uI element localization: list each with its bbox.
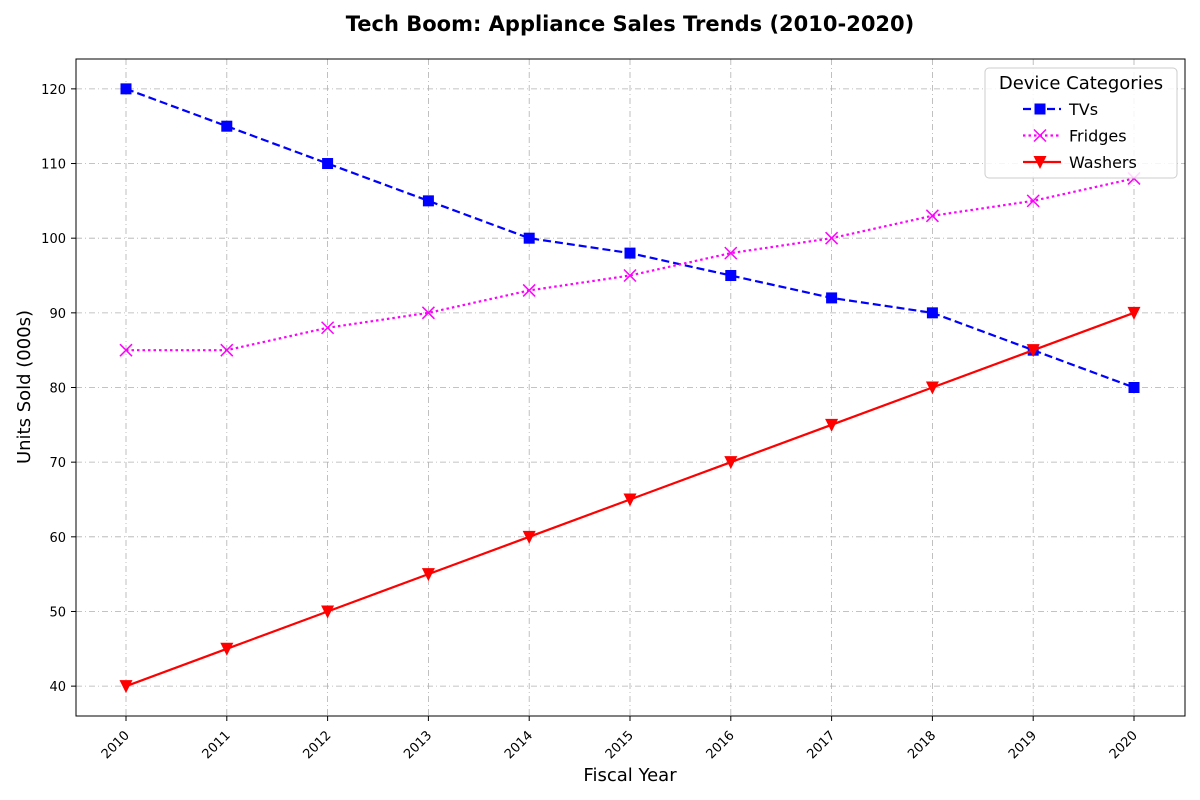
data-point-washers <box>1026 344 1040 358</box>
data-point-fridges <box>119 343 133 357</box>
legend-entry-fridges: Fridges <box>1023 127 1127 146</box>
data-point-washers <box>825 418 839 432</box>
data-point-washers <box>1127 306 1141 320</box>
y-tick-label: 120 <box>41 83 66 98</box>
series-washers <box>119 306 1141 694</box>
data-point-tvs <box>725 270 737 282</box>
x-tick-label: 2012 <box>300 728 334 762</box>
y-tick-label: 110 <box>41 158 66 173</box>
data-point-washers <box>623 493 637 507</box>
y-tick-label: 100 <box>41 232 66 247</box>
series-line-fridges <box>126 177 1135 352</box>
y-tick-label: 90 <box>49 307 66 322</box>
y-tick-label: 80 <box>49 382 66 397</box>
y-tick-label: 40 <box>49 680 66 695</box>
x-tick-label: 2010 <box>99 728 133 762</box>
ticks-layer: 2010 2011 2012 2013 2014 2015 2016 2017 2018 2019… <box>41 83 1141 762</box>
legend-box <box>984 67 1178 179</box>
data-point-washers <box>522 530 536 544</box>
data-point-tvs <box>926 307 938 319</box>
legend-title: Device Categories <box>999 73 1163 94</box>
y-axis-label: Units Sold (000s) <box>14 310 35 464</box>
data-point-washers <box>925 381 939 395</box>
data-point-tvs <box>523 232 535 244</box>
data-point-fridges <box>623 268 637 283</box>
legend-marker-swatch <box>1034 103 1046 115</box>
chart-title: Tech Boom: Appliance Sales Trends (2010-… <box>346 12 915 36</box>
data-point-fridges <box>1026 194 1040 208</box>
data-point-tvs <box>422 195 434 207</box>
series-layer <box>119 83 1141 694</box>
data-point-tvs <box>120 83 132 95</box>
x-axis-label: Fiscal Year <box>583 765 677 786</box>
data-point-tvs <box>221 120 233 132</box>
data-point-fridges <box>925 209 939 223</box>
data-point-fridges <box>724 246 738 260</box>
data-point-tvs <box>1128 382 1140 393</box>
legend-label: TVs <box>1068 100 1098 119</box>
data-point-washers <box>119 680 133 694</box>
data-point-tvs <box>826 292 838 304</box>
data-point-washers <box>321 605 335 619</box>
data-point-fridges <box>321 321 335 335</box>
x-tick-label: 2015 <box>603 728 637 762</box>
legend-entry-washers: Washers <box>1023 153 1137 172</box>
x-tick-label: 2016 <box>704 728 738 762</box>
data-point-fridges <box>421 306 435 320</box>
data-point-washers <box>220 642 234 656</box>
data-point-washers <box>724 456 738 470</box>
series-fridges <box>119 171 1141 357</box>
data-point-fridges <box>825 231 839 245</box>
legend-marker-swatch <box>1033 128 1047 143</box>
x-tick-label: 2017 <box>804 728 838 762</box>
legend-label: Fridges <box>1069 127 1127 146</box>
y-tick-label: 60 <box>49 531 66 546</box>
data-point-fridges <box>220 343 234 357</box>
legend: Device Categories TVs Fridges Washers <box>984 67 1178 179</box>
legend-marker-swatch <box>1033 156 1047 169</box>
data-point-washers <box>421 568 435 582</box>
x-tick-label: 2019 <box>1006 728 1040 762</box>
y-tick-label: 50 <box>49 605 66 620</box>
data-point-tvs <box>322 158 334 170</box>
legend-entries: TVs Fridges Washers <box>1023 100 1137 172</box>
legend-entry-tvs: TVs <box>1023 100 1098 119</box>
legend-label: Washers <box>1069 153 1137 172</box>
x-tick-label: 2020 <box>1107 728 1141 762</box>
x-tick-label: 2011 <box>200 728 234 762</box>
y-tick-label: 70 <box>49 456 66 471</box>
data-point-fridges <box>522 283 536 297</box>
x-tick-label: 2014 <box>502 728 536 762</box>
x-tick-label: 2013 <box>401 728 435 762</box>
data-point-tvs <box>624 247 636 259</box>
x-tick-label: 2018 <box>905 728 939 762</box>
